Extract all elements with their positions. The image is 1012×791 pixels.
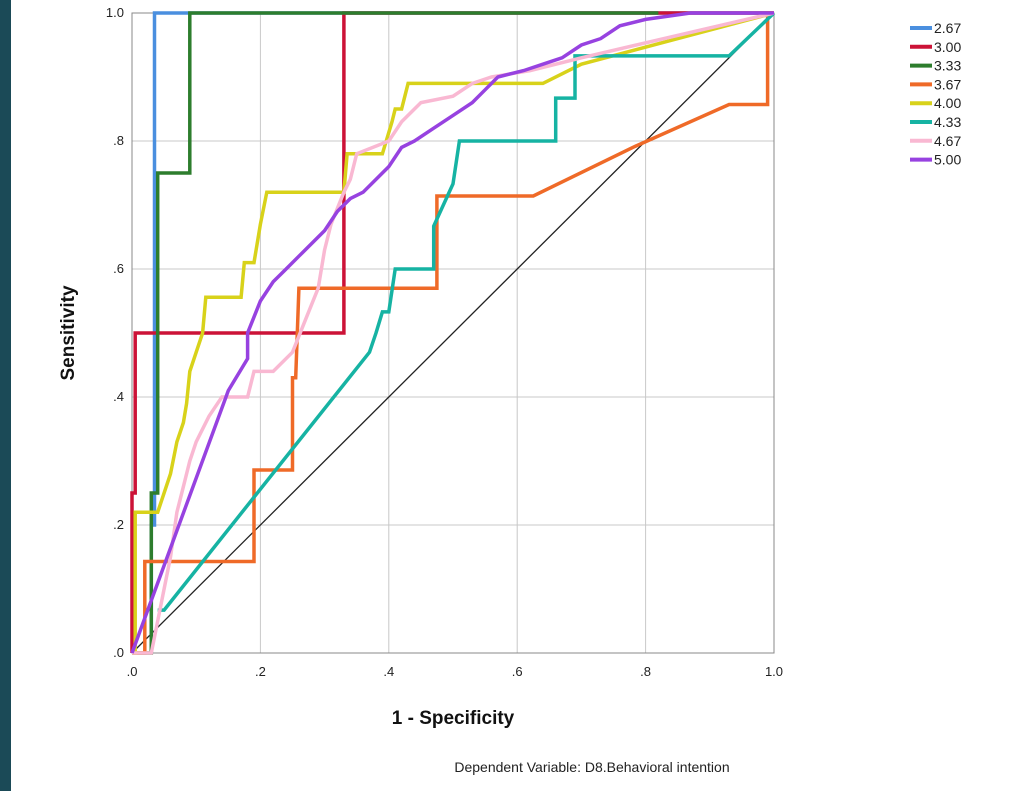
legend-label-3.33: 3.33 [934,58,961,74]
y-axis-title: Sensitivity [58,285,79,380]
footnote: Dependent Variable: D8.Behavioral intent… [454,759,729,775]
legend-label-5.00: 5.00 [934,152,961,168]
chart-panel: .0 .2 .4 .6 .8 1.0 .0 .2 .4 .6 .8 1.0 1 - Specifici… [11,0,1012,791]
legend-label-2.67: 2.67 [934,20,961,36]
x-axis-title: 1 - Specificity [392,708,515,729]
tick-labels: .0 .2 .4 .6 .8 1.0 .0 .2 .4 .6 .8 1.0 [106,5,783,679]
reference-diagonal-line [131,12,775,654]
series-layer [130,11,776,655]
legend-label-3.00: 3.00 [934,39,961,55]
roc-chart: .0 .2 .4 .6 .8 1.0 .0 .2 .4 .6 .8 1.0 1 - Specifici… [58,5,961,775]
legend-label-4.33: 4.33 [934,114,961,130]
y-tick-label: .4 [113,389,124,404]
legend-label-4.00: 4.00 [934,95,961,111]
x-tick-label: .0 [127,664,138,679]
series-line-3.67 [132,11,774,655]
legend: 2.67 3.00 3.33 3.67 4.00 4.33 4.67 5.00 [910,20,961,168]
series-line-4.00 [132,11,775,655]
series-line-5.00 [130,11,774,654]
y-tick-label: .2 [113,517,124,532]
legend-label-4.67: 4.67 [934,133,961,149]
x-tick-label: .4 [383,664,394,679]
x-tick-label: .6 [512,664,523,679]
y-tick-label: .6 [113,261,124,276]
series-line-4.33 [157,11,776,612]
x-tick-label: .2 [255,664,266,679]
series-line-4.67 [132,11,775,655]
legend-label-3.67: 3.67 [934,76,961,92]
y-tick-label: .8 [113,133,124,148]
x-tick-label: 1.0 [765,664,783,679]
y-tick-label: .0 [113,645,124,660]
y-tick-label: 1.0 [106,5,124,20]
x-tick-label: .8 [640,664,651,679]
